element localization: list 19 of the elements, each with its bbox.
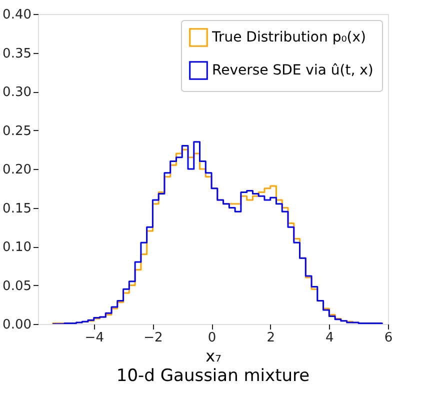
y-tick-label: 0.15 [2, 201, 32, 216]
x-tick-label: 4 [326, 330, 334, 346]
legend-label: Reverse SDE via û(t, x) [212, 62, 374, 78]
y-tick-label: 0.35 [2, 46, 32, 62]
x-axis-title: x₇ [206, 346, 222, 366]
x-tick-label: 2 [266, 330, 275, 346]
x-tick-label: 0 [208, 330, 216, 346]
y-tick-label: 0.25 [2, 124, 32, 139]
legend-label: True Distribution p₀(x) [211, 30, 366, 46]
y-tick-label: 0.10 [2, 240, 32, 255]
x-tick-label: −2 [144, 330, 163, 346]
y-tick-label: 0.40 [2, 8, 32, 22]
y-tick-label: 0.00 [2, 318, 32, 332]
text: 10-d Gaussian mixture [116, 366, 310, 386]
y-tick-label: 0.30 [2, 85, 32, 100]
x-tick-label: 6 [384, 330, 393, 346]
y-tick-label: 0.05 [2, 278, 32, 294]
x-tick-label: −4 [84, 330, 104, 346]
y-tick-label: 0.20 [2, 162, 32, 178]
